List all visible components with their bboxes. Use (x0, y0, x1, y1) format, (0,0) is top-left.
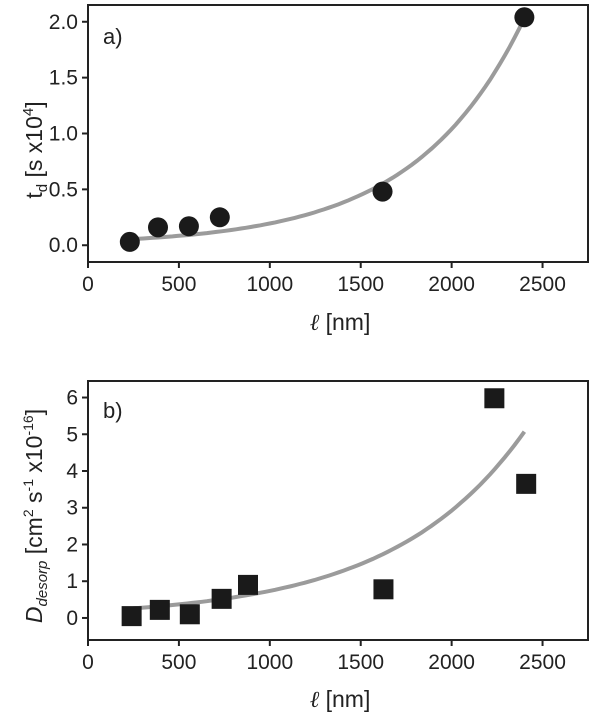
data-point (178, 216, 199, 237)
y-tick-label: 3 (66, 497, 78, 520)
y-tick-label: 0.5 (49, 178, 78, 201)
panel-a-data-points (119, 7, 535, 252)
panel-b-y-ticks: 0 1 2 3 4 5 6 (66, 387, 88, 630)
y-tick-label: 1 (66, 570, 78, 593)
data-point (119, 231, 140, 252)
x-tick-label: 500 (161, 273, 196, 296)
y-tick-label: 0.0 (49, 234, 78, 257)
data-point (148, 217, 168, 238)
x-tick-label: 0 (82, 651, 94, 674)
y-tick-label: 1.0 (49, 123, 78, 146)
data-point (121, 606, 142, 627)
data-point (211, 588, 232, 609)
panel-a: a) 0 500 1000 1500 2000 2500 0.00.51.01.52.0 … (20, 4, 589, 336)
panel-b-x-ticks: 0 500 1000 1500 2000 2500 (82, 640, 566, 674)
data-point (516, 473, 537, 494)
y-tick-label: 2.0 (49, 11, 78, 34)
panel-b-plot-area (87, 380, 589, 641)
data-point (179, 604, 200, 625)
x-tick-label: 2000 (428, 651, 475, 674)
data-point (149, 599, 170, 620)
panel-b-data-points (121, 388, 537, 627)
y-tick-label: 1.5 (49, 67, 78, 90)
panel-a-y-ticks: 0.0 0.5 1.0 1.5 2.0 (49, 11, 88, 257)
data-point (484, 388, 505, 409)
x-tick-label: 2000 (428, 273, 475, 296)
y-tick-label: 2 (66, 533, 78, 556)
x-tick-label: 500 (161, 651, 196, 674)
y-tick-label: 0 (66, 607, 78, 630)
x-tick-label: 2500 (519, 651, 566, 674)
panel-b-fit-curve (133, 430, 527, 611)
data-point (514, 7, 535, 28)
panel-a-fit-curve (133, 17, 527, 241)
data-point (373, 579, 394, 600)
data-point (372, 181, 393, 202)
x-tick-label: 1000 (246, 651, 293, 674)
panel-b-y-axis-label: Ddesorp [cm2 s-1 x10-16] (20, 409, 51, 623)
x-tick-label: 2500 (519, 273, 566, 296)
y-tick-label: 6 (66, 387, 78, 410)
x-tick-label: 1000 (246, 273, 293, 296)
panel-a-y-axis-label: td [s x104] (20, 101, 51, 198)
x-tick-label: 1500 (337, 651, 384, 674)
y-tick-label: 5 (66, 423, 78, 446)
data-point (209, 207, 230, 228)
panel-a-x-axis-label: ℓ [nm] (310, 309, 371, 336)
x-tick-label: 1500 (337, 273, 384, 296)
panel-b-label: b) (103, 398, 123, 423)
data-point (238, 574, 258, 595)
panel-a-x-ticks: 0 500 1000 1500 2000 2500 (82, 262, 566, 296)
panel-b: b) 0 500 1000 1500 2000 2500 0 1 2 3 4 5 6 ℓ [nm] D… (20, 380, 589, 713)
panel-a-label: a) (103, 24, 123, 49)
panel-b-x-axis-label: ℓ [nm] (310, 686, 371, 713)
y-tick-label: 4 (66, 460, 78, 483)
x-tick-label: 0 (82, 273, 94, 296)
